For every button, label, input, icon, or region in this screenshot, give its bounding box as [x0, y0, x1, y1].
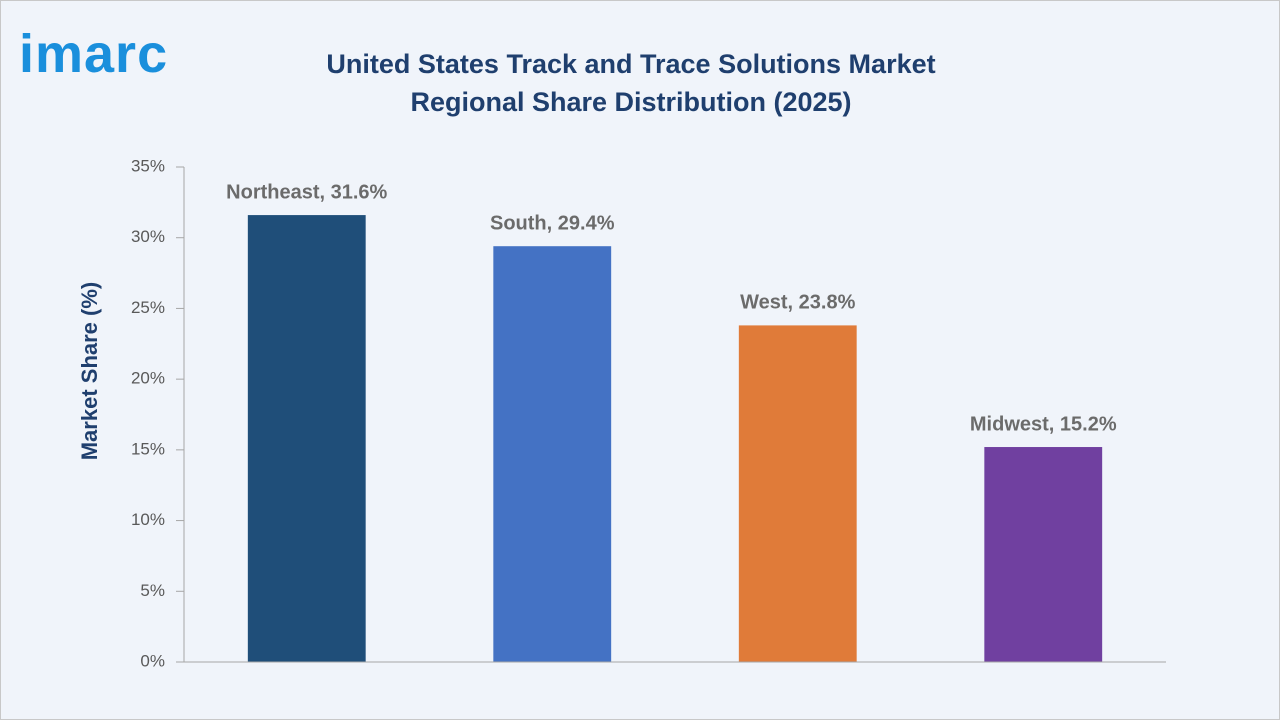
y-tick-label: 0% — [140, 651, 165, 670]
logo: imarc — [19, 24, 169, 84]
data-label: Northeast, 31.6% — [226, 181, 387, 203]
bar — [738, 325, 857, 662]
data-label: West, 23.8% — [740, 292, 855, 314]
bar — [984, 447, 1103, 662]
y-tick-label: 10% — [131, 510, 165, 529]
chart-title: United States Track and Trace Solutions … — [326, 49, 936, 117]
data-label: South, 29.4% — [490, 212, 615, 234]
bar — [247, 215, 366, 663]
y-tick-label: 15% — [131, 439, 165, 458]
y-tick-label: 5% — [140, 581, 165, 600]
y-tick-label: 30% — [131, 227, 165, 246]
y-tick-label: 20% — [131, 369, 165, 388]
bar — [493, 246, 612, 662]
y-axis-label: Market Share (%) — [77, 282, 102, 461]
y-tick-label: 35% — [131, 156, 165, 175]
data-label: Midwest, 15.2% — [970, 413, 1117, 435]
y-tick-label: 25% — [131, 298, 165, 317]
